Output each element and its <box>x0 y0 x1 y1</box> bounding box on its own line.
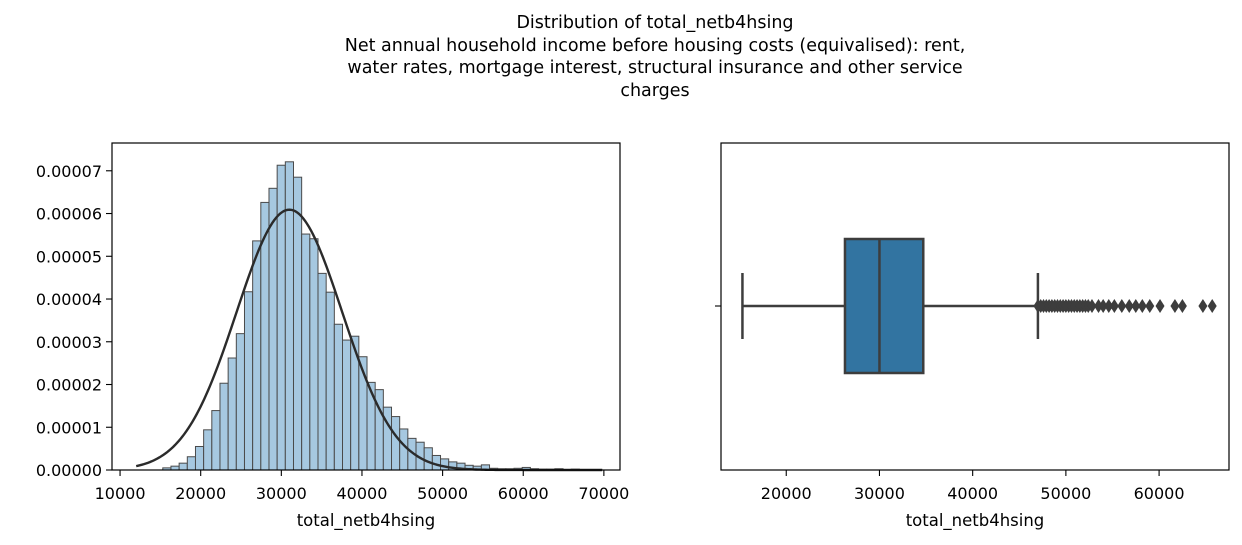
title-line-4: charges <box>620 80 690 101</box>
title-line-3: water rates, mortgage interest, structur… <box>347 58 963 78</box>
x-axis-label: total_netb4hsing <box>906 511 1045 531</box>
histogram-bar <box>309 238 319 471</box>
x-tick-label: 20000 <box>761 484 812 503</box>
x-tick-label: 40000 <box>947 484 998 503</box>
outlier-point <box>1155 299 1165 313</box>
outlier-point <box>1117 299 1127 313</box>
outlier-point <box>1098 299 1108 313</box>
histogram-bar <box>194 445 205 471</box>
histogram-bar <box>342 339 352 471</box>
y-tick-label: 0.00005 <box>36 247 102 266</box>
outlier-point <box>1177 299 1187 313</box>
y-tick-label: 0.00002 <box>36 376 102 395</box>
x-tick-label: 70000 <box>578 484 629 503</box>
x-tick-label: 30000 <box>256 484 307 503</box>
x-tick-label: 50000 <box>1040 484 1091 503</box>
outlier-point <box>1170 299 1180 313</box>
boxplot-panel: 20000 30000 40000 50000 60000 total_netb4hsin… <box>715 142 1230 531</box>
title-line-1: Distribution of total_netb4hsing <box>516 13 794 33</box>
histogram-bar <box>284 161 294 471</box>
x-tick-label: 60000 <box>498 484 549 503</box>
x-tick-label: 10000 <box>95 484 146 503</box>
y-tick-label: 0.00000 <box>36 461 102 480</box>
y-tick-label: 0.00006 <box>36 205 102 224</box>
histogram-panel: 10000 20000 30000 40000 50000 60000 70000 0.000… <box>36 142 629 531</box>
histogram-bar <box>440 458 450 471</box>
figure-title: Distribution of total_netb4hsing Net ann… <box>0 12 1242 102</box>
outlier-point <box>1131 299 1141 313</box>
outlier-point <box>1137 299 1147 313</box>
histogram-bar <box>325 291 335 471</box>
histogram-bar <box>186 456 196 471</box>
iqr-box <box>843 237 925 375</box>
outlier-point <box>1109 299 1119 313</box>
histogram-bar <box>268 187 278 471</box>
x-tick-label: 50000 <box>417 484 468 503</box>
histogram-frame <box>111 142 621 471</box>
y-tick-label: 0.00004 <box>36 290 102 309</box>
histogram-bar <box>391 416 401 471</box>
histogram-bar <box>399 428 409 471</box>
outlier-point <box>1094 299 1104 313</box>
outlier-point <box>1198 299 1208 313</box>
histogram-bar <box>292 176 303 471</box>
histogram-bar <box>178 462 188 471</box>
x-tick-label: 40000 <box>337 484 388 503</box>
x-tick-label: 20000 <box>175 484 226 503</box>
x-tick-label: 60000 <box>1134 484 1185 503</box>
outlier-point <box>1124 299 1134 313</box>
histogram-bar <box>227 357 237 471</box>
histogram-bar <box>203 429 213 471</box>
histogram-bar <box>301 233 311 471</box>
histogram-bar <box>211 410 221 471</box>
histogram-bar <box>243 291 254 471</box>
outlier-point <box>1104 299 1114 313</box>
outlier-point <box>1145 299 1155 313</box>
histogram-bar <box>235 333 245 471</box>
x-axis-label: total_netb4hsing <box>297 511 436 531</box>
histogram-bar <box>219 382 229 471</box>
histogram-bar <box>317 272 327 471</box>
histogram-bar <box>333 323 344 471</box>
y-tick-label: 0.00001 <box>36 418 102 437</box>
outlier-point <box>1087 299 1097 313</box>
histogram-bar <box>423 447 433 471</box>
y-tick-label: 0.00007 <box>36 162 102 181</box>
x-tick-label: 30000 <box>854 484 905 503</box>
title-line-2: Net annual household income before housi… <box>344 35 966 56</box>
y-tick-label: 0.00003 <box>36 333 102 352</box>
outlier-point <box>1207 299 1217 313</box>
histogram-bar <box>252 240 262 471</box>
